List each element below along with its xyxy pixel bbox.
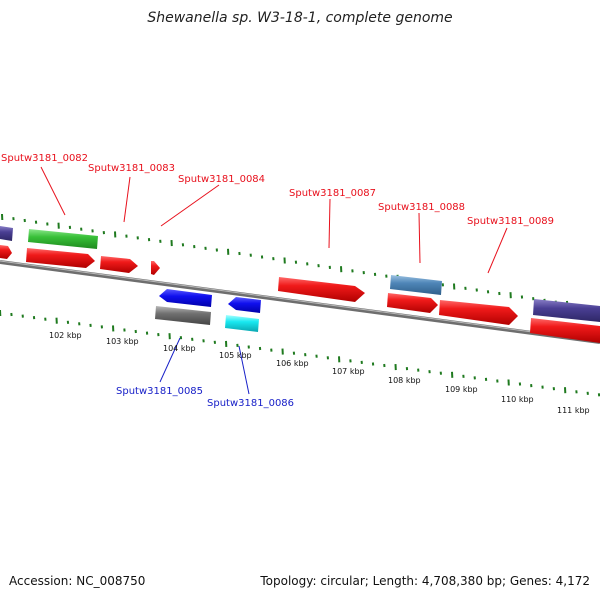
genome-summary-text: Topology: circular; Length: 4,708,380 bp… (260, 574, 590, 588)
cds-reverse[interactable] (228, 297, 261, 313)
cds-forward[interactable] (151, 261, 160, 275)
scale-label: 102 kbp (49, 331, 82, 340)
reverse-label-leaders (159, 337, 250, 395)
scale-label: 104 kbp (163, 344, 196, 353)
gene-label[interactable]: Sputw3181_0089 (467, 216, 554, 227)
cds-reverse[interactable] (159, 289, 212, 307)
scale-label: 111 kbp (557, 406, 590, 415)
map-title: Shewanella sp. W3-18-1, complete genome (147, 10, 453, 26)
scale-label: 106 kbp (276, 359, 309, 368)
cds-forward[interactable] (100, 256, 138, 273)
scale-labels: 102 kbp 103 kbp 104 kbp 105 kbp 106 kbp … (49, 331, 590, 415)
cds-forward[interactable] (387, 293, 438, 313)
gene-feature-cyan[interactable] (225, 315, 259, 332)
genome-backbone-highlight (0, 260, 600, 342)
gene-feature-purple-right[interactable] (533, 299, 600, 322)
gene-feature-gray[interactable] (155, 306, 211, 325)
gene-feature-purple[interactable] (0, 226, 13, 241)
scale-label: 103 kbp (106, 337, 139, 346)
cds-forward[interactable] (278, 277, 365, 302)
cds-forward[interactable] (0, 245, 12, 259)
gene-feature-green[interactable] (28, 229, 98, 249)
gene-label[interactable]: Sputw3181_0088 (378, 202, 465, 213)
scale-label: 108 kbp (388, 376, 421, 385)
scale-label: 110 kbp (501, 395, 534, 404)
gene-feature-steelblue[interactable] (390, 275, 442, 295)
scale-label: 107 kbp (332, 367, 365, 376)
gene-label[interactable]: Sputw3181_0086 (207, 398, 294, 409)
cds-forward[interactable] (530, 318, 600, 343)
gene-label[interactable]: Sputw3181_0087 (289, 188, 376, 199)
gene-label[interactable]: Sputw3181_0084 (178, 174, 265, 185)
feature-track-forward-upper (0, 226, 600, 322)
gene-label[interactable]: Sputw3181_0082 (1, 153, 88, 164)
feature-track-forward-cds (0, 245, 600, 343)
feature-track-reverse-lower (155, 306, 259, 332)
tick-ring-inner (0, 309, 600, 397)
genome-backbone (0, 260, 600, 344)
accession-text: Accession: NC_008750 (9, 574, 146, 588)
reverse-gene-labels: Sputw3181_0085 Sputw3181_0086 (116, 386, 294, 409)
forward-gene-labels: Sputw3181_0082 Sputw3181_0083 Sputw3181_… (1, 153, 554, 227)
scale-label: 109 kbp (445, 385, 478, 394)
gene-label[interactable]: Sputw3181_0083 (88, 163, 175, 174)
scale-label: 105 kbp (219, 351, 252, 360)
gene-label[interactable]: Sputw3181_0085 (116, 386, 203, 397)
forward-label-leaders (40, 166, 508, 274)
feature-track-reverse-cds (159, 289, 261, 313)
cds-forward[interactable] (26, 248, 95, 268)
cds-forward[interactable] (439, 300, 518, 325)
